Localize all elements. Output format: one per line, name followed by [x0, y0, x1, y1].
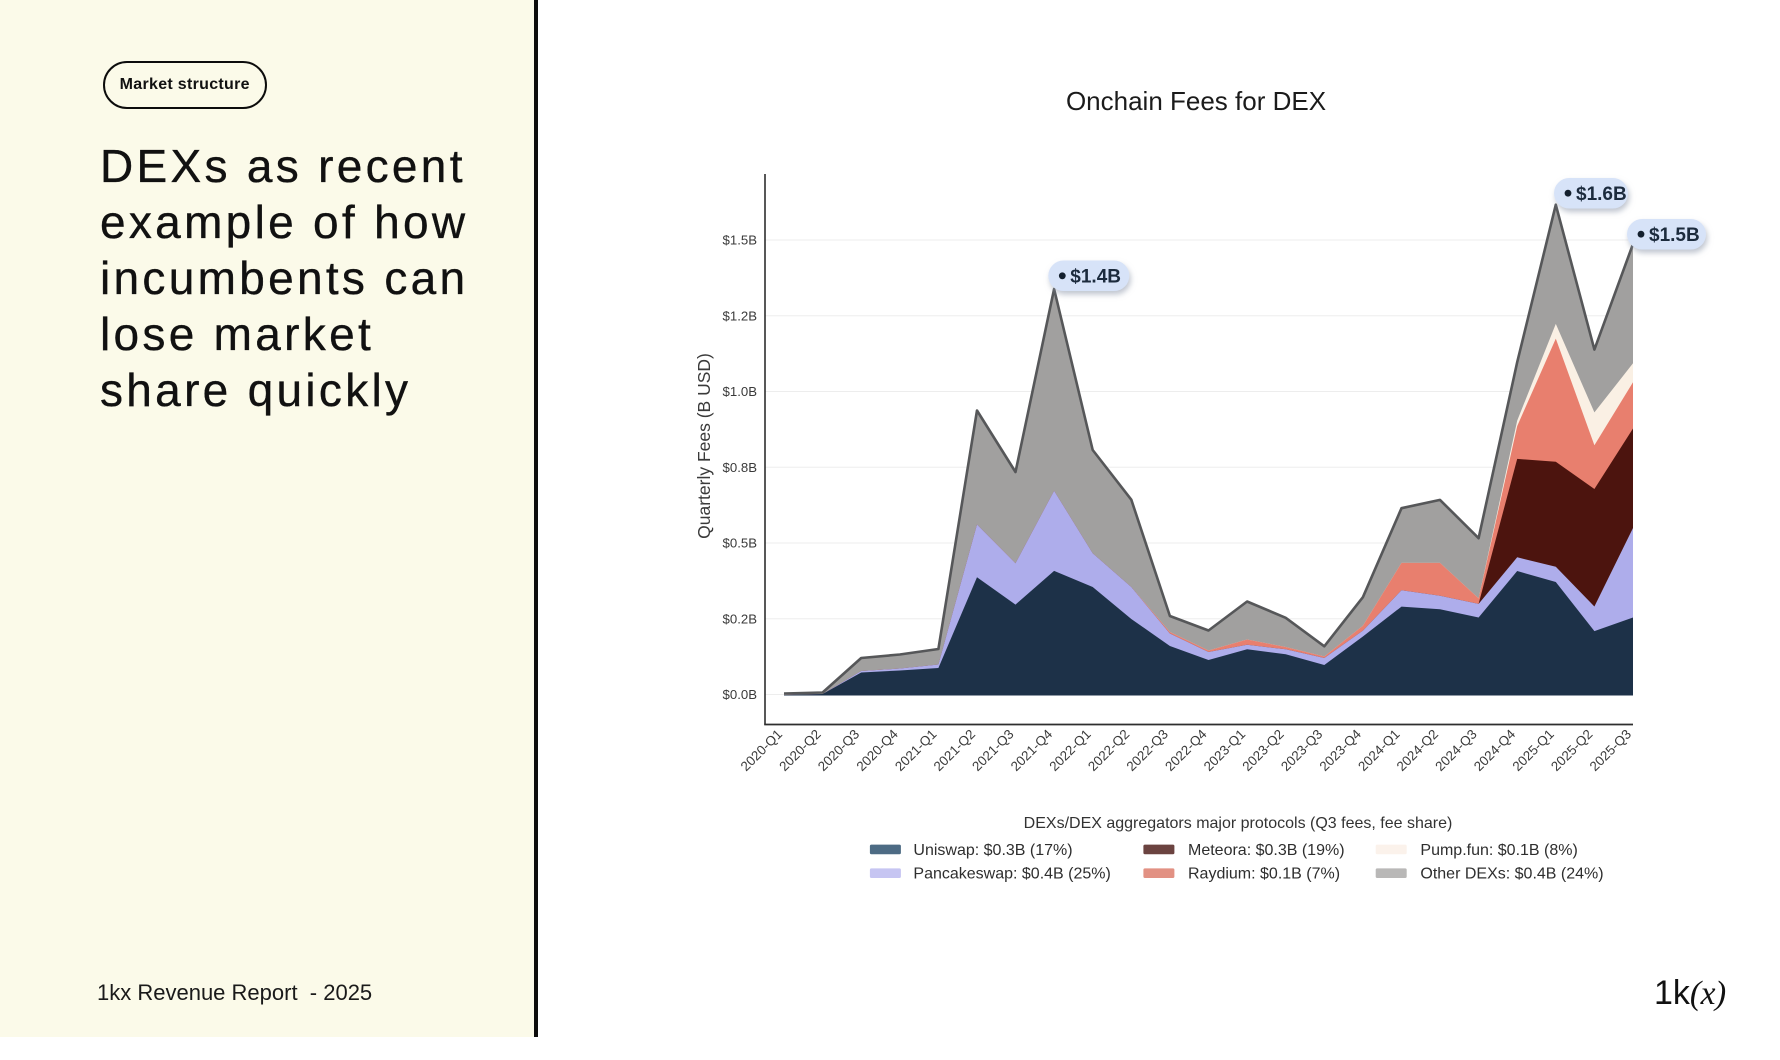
svg-text:Meteora: $0.3B (19%): Meteora: $0.3B (19%) — [1188, 842, 1345, 859]
svg-text:2025-Q3: 2025-Q3 — [1587, 727, 1634, 774]
svg-text:DEXs/DEX aggregators major pro: DEXs/DEX aggregators major protocols (Q3… — [1024, 815, 1453, 832]
svg-text:2023-Q3: 2023-Q3 — [1278, 727, 1325, 774]
svg-text:2023-Q1: 2023-Q1 — [1201, 727, 1248, 774]
svg-text:2020-Q2: 2020-Q2 — [776, 727, 823, 774]
svg-text:2021-Q1: 2021-Q1 — [892, 727, 939, 774]
svg-text:2021-Q2: 2021-Q2 — [931, 727, 978, 774]
svg-text:2022-Q3: 2022-Q3 — [1124, 727, 1171, 774]
svg-text:$0.0B: $0.0B — [723, 687, 758, 702]
svg-text:Other DEXs: $0.4B (24%): Other DEXs: $0.4B (24%) — [1420, 866, 1603, 883]
svg-text:2024-Q3: 2024-Q3 — [1432, 727, 1479, 774]
svg-text:Pump.fun: $0.1B (8%): Pump.fun: $0.1B (8%) — [1420, 842, 1577, 859]
svg-text:Raydium: $0.1B (7%): Raydium: $0.1B (7%) — [1188, 866, 1340, 883]
svg-text:$1.0B: $1.0B — [723, 384, 758, 399]
svg-text:$1.5B: $1.5B — [723, 233, 758, 248]
svg-text:Quarterly Fees (B USD): Quarterly Fees (B USD) — [694, 353, 714, 539]
svg-text:Uniswap: $0.3B (17%): Uniswap: $0.3B (17%) — [913, 842, 1072, 859]
svg-text:2025-Q1: 2025-Q1 — [1509, 727, 1556, 774]
svg-text:2022-Q2: 2022-Q2 — [1085, 727, 1132, 774]
svg-text:$0.5B: $0.5B — [723, 536, 758, 551]
svg-text:$0.2B: $0.2B — [723, 611, 758, 626]
svg-text:2022-Q1: 2022-Q1 — [1046, 727, 1093, 774]
svg-text:2023-Q2: 2023-Q2 — [1239, 727, 1286, 774]
svg-text:2024-Q2: 2024-Q2 — [1394, 727, 1441, 774]
svg-text:2025-Q2: 2025-Q2 — [1548, 727, 1595, 774]
svg-text:2020-Q3: 2020-Q3 — [815, 727, 862, 774]
svg-text:$1.5B: $1.5B — [1649, 225, 1700, 246]
svg-text:Onchain Fees for DEX: Onchain Fees for DEX — [1066, 86, 1326, 116]
svg-text:2024-Q1: 2024-Q1 — [1355, 727, 1402, 774]
svg-text:Pancakeswap: $0.4B (25%): Pancakeswap: $0.4B (25%) — [913, 866, 1110, 883]
svg-text:$1.2B: $1.2B — [723, 308, 758, 323]
svg-text:2021-Q3: 2021-Q3 — [969, 727, 1016, 774]
svg-text:$1.4B: $1.4B — [1070, 266, 1121, 287]
svg-text:2020-Q1: 2020-Q1 — [738, 727, 785, 774]
svg-text:$1.6B: $1.6B — [1576, 184, 1627, 205]
svg-text:$0.8B: $0.8B — [723, 460, 758, 475]
